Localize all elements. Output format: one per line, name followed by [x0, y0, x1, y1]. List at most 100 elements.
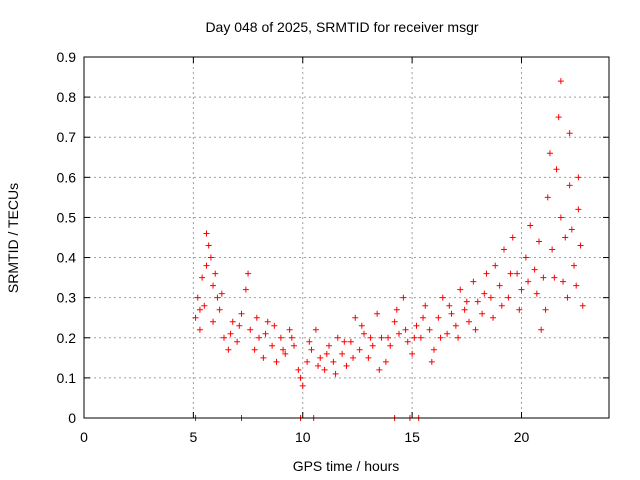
- data-point: [245, 270, 252, 277]
- data-point: [490, 314, 497, 321]
- data-point: [341, 338, 348, 345]
- data-point: [566, 130, 573, 137]
- data-point-glyph: [323, 350, 330, 357]
- data-point-glyph: [402, 326, 409, 333]
- data-point: [194, 294, 201, 301]
- data-point-glyph: [306, 338, 313, 345]
- data-point: [306, 338, 313, 345]
- data-point: [404, 338, 411, 345]
- data-point-glyph: [413, 322, 420, 329]
- data-point-glyph: [505, 294, 512, 301]
- data-point-glyph: [557, 214, 564, 221]
- data-point: [557, 78, 564, 85]
- data-point: [391, 318, 398, 325]
- data-point: [505, 294, 512, 301]
- data-point-glyph: [356, 346, 363, 353]
- y-tick-label: 0: [68, 410, 76, 426]
- data-point-glyph: [369, 342, 376, 349]
- data-point: [400, 294, 407, 301]
- data-point: [205, 242, 212, 249]
- data-point-glyph: [428, 358, 435, 365]
- chart-title: Day 048 of 2025, SRMTID for receiver msg…: [205, 19, 478, 35]
- data-point-glyph: [350, 354, 357, 361]
- data-point-glyph: [361, 330, 367, 337]
- data-point: [273, 358, 280, 365]
- data-point: [317, 354, 324, 361]
- data-point-glyph: [564, 294, 571, 301]
- data-point: [323, 350, 330, 357]
- data-point-glyph: [492, 262, 499, 269]
- data-point: [271, 322, 278, 329]
- data-point-glyph: [238, 310, 245, 317]
- data-point: [236, 322, 243, 329]
- y-tick-label: 0.9: [57, 49, 77, 65]
- y-tick-label: 0.5: [57, 209, 77, 225]
- data-point: [509, 234, 516, 241]
- data-point: [487, 294, 494, 301]
- data-point: [247, 326, 254, 333]
- data-point-glyph: [531, 266, 538, 273]
- data-point-glyph: [538, 326, 545, 333]
- data-point: [402, 326, 409, 333]
- data-point: [221, 334, 227, 341]
- data-point: [387, 342, 394, 349]
- data-point: [367, 334, 374, 341]
- data-point-glyph: [253, 314, 260, 321]
- data-point: [549, 246, 556, 253]
- data-point: [216, 306, 223, 313]
- data-point: [203, 230, 210, 237]
- data-point: [321, 366, 328, 373]
- data-point: [428, 358, 435, 365]
- data-point-glyph: [540, 274, 547, 281]
- data-point: [553, 166, 560, 173]
- data-point: [297, 374, 304, 381]
- data-point: [463, 298, 470, 305]
- data-point: [533, 290, 540, 297]
- data-point: [573, 282, 580, 289]
- data-point: [542, 306, 549, 313]
- data-point-glyph: [481, 290, 488, 297]
- data-point: [210, 282, 217, 289]
- data-point: [426, 326, 433, 333]
- data-point-glyph: [568, 226, 575, 233]
- data-point: [207, 254, 214, 261]
- data-point-glyph: [455, 334, 462, 341]
- data-point-glyph: [242, 286, 249, 293]
- data-point: [295, 366, 302, 373]
- data-point-glyph: [387, 342, 394, 349]
- data-point: [365, 354, 372, 361]
- data-point-glyph: [533, 290, 540, 297]
- data-point-glyph: [400, 294, 407, 301]
- data-point: [356, 346, 363, 353]
- data-point-glyph: [236, 322, 243, 329]
- data-point: [304, 358, 311, 365]
- data-point: [546, 150, 553, 157]
- data-point: [352, 314, 359, 321]
- data-point-glyph: [553, 166, 560, 173]
- data-point-glyph: [347, 338, 354, 345]
- data-point: [282, 350, 289, 357]
- data-point: [382, 358, 389, 365]
- data-point: [562, 234, 569, 241]
- data-point-glyph: [229, 318, 236, 325]
- data-point-glyph: [312, 326, 319, 333]
- data-point: [527, 222, 534, 229]
- data-point-glyph: [218, 290, 225, 297]
- data-point: [420, 314, 427, 321]
- y-tick-label: 0.3: [57, 290, 77, 306]
- data-point: [566, 182, 573, 189]
- data-point: [396, 330, 402, 337]
- data-point: [343, 362, 350, 369]
- x-tick-label: 20: [514, 429, 530, 445]
- data-point-glyph: [501, 246, 507, 253]
- data-point-glyph: [542, 306, 549, 313]
- data-point-glyph: [474, 298, 481, 305]
- data-point-glyph: [385, 334, 392, 341]
- data-point-glyph: [549, 246, 556, 253]
- data-point-glyph: [291, 342, 297, 349]
- data-point-glyph: [317, 354, 324, 361]
- data-points: [192, 78, 586, 421]
- data-point-glyph: [245, 270, 252, 277]
